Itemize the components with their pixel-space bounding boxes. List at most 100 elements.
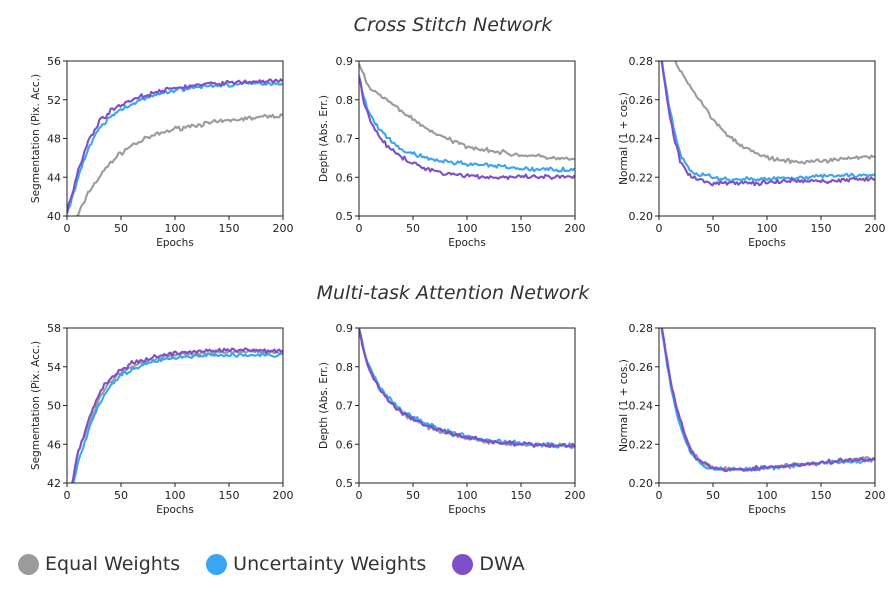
y-tick-label: 0.6 bbox=[336, 171, 354, 184]
y-tick-label: 0.7 bbox=[336, 133, 354, 146]
series-line-uncertainty-weights bbox=[359, 328, 575, 449]
x-tick-label: 150 bbox=[511, 489, 532, 502]
x-tick-label: 0 bbox=[64, 222, 71, 235]
series-line-dwa bbox=[660, 61, 875, 187]
y-tick-label: 54 bbox=[47, 361, 61, 374]
row-title-mtan: Multi-task Attention Network bbox=[317, 282, 591, 304]
series-line-dwa bbox=[660, 328, 875, 473]
x-tick-label: 150 bbox=[219, 489, 240, 502]
x-tick-label: 0 bbox=[356, 489, 363, 502]
series-group bbox=[660, 328, 875, 473]
x-tick-label: 50 bbox=[114, 489, 128, 502]
plot-frame bbox=[658, 60, 876, 217]
series-line-equal-weights bbox=[359, 63, 575, 161]
x-tick-label: 100 bbox=[165, 222, 186, 235]
series-line-dwa bbox=[359, 76, 575, 181]
y-tick-label: 0.24 bbox=[629, 400, 654, 413]
series-line-uncertainty-weights bbox=[67, 80, 283, 215]
y-tick-label: 0.20 bbox=[629, 210, 654, 223]
y-tick-label: 56 bbox=[47, 55, 61, 68]
series-line-equal-weights bbox=[71, 349, 283, 483]
x-tick-label: 100 bbox=[757, 222, 778, 235]
series-line-uncertainty-weights bbox=[359, 74, 575, 173]
legend-swatch-dwa bbox=[452, 553, 474, 575]
x-tick-label: 100 bbox=[457, 489, 478, 502]
plot-frame bbox=[358, 60, 576, 217]
x-tick-label: 200 bbox=[865, 489, 886, 502]
x-tick-label: 100 bbox=[165, 489, 186, 502]
x-axis-label: Epochs bbox=[156, 504, 194, 516]
series-group bbox=[67, 78, 283, 216]
series-line-equal-weights bbox=[75, 113, 283, 216]
x-tick-label: 200 bbox=[865, 222, 886, 235]
x-tick-label: 0 bbox=[656, 222, 663, 235]
legend-swatch-equal-weights bbox=[18, 553, 39, 575]
y-tick-label: 0.6 bbox=[336, 438, 354, 451]
y-tick-label: 0.26 bbox=[629, 361, 654, 374]
legend-item-equal-weights: Equal Weights bbox=[18, 553, 180, 575]
y-tick-label: 0.5 bbox=[336, 210, 354, 223]
x-tick-label: 50 bbox=[114, 222, 128, 235]
y-tick-label: 46 bbox=[47, 438, 61, 451]
figure-canvas: Cross Stitch Network Multi-task Attentio… bbox=[30, 14, 886, 516]
y-tick-label: 42 bbox=[47, 477, 61, 490]
y-tick-label: 40 bbox=[47, 210, 61, 223]
legend: Equal Weights Uncertainty Weights DWA bbox=[18, 553, 551, 575]
y-tick-label: 48 bbox=[47, 133, 61, 146]
y-tick-label: 0.5 bbox=[336, 477, 354, 490]
x-tick-label: 50 bbox=[406, 222, 420, 235]
series-group bbox=[359, 63, 575, 181]
x-tick-label: 100 bbox=[457, 222, 478, 235]
legend-item-uncertainty-weights: Uncertainty Weights bbox=[206, 553, 426, 575]
chart-panel-1: 0 50 100 150 200 40 44 48 52 56 Epochs Segmentation… bbox=[30, 55, 294, 249]
plot-frame bbox=[358, 327, 576, 484]
y-tick-label: 0.7 bbox=[336, 400, 354, 413]
x-axis-label: Epochs bbox=[448, 237, 486, 249]
chart-panel-4: 0 50 100 150 200 42 46 50 54 58 Epochs Segmentation… bbox=[30, 322, 294, 516]
x-tick-label: 150 bbox=[511, 222, 532, 235]
x-tick-label: 200 bbox=[565, 489, 586, 502]
x-tick-label: 0 bbox=[64, 489, 71, 502]
series-line-equal-weights bbox=[674, 61, 875, 165]
series-line-equal-weights bbox=[660, 328, 875, 472]
y-axis-label: Normal (1 + cos.) bbox=[618, 359, 630, 452]
y-axis-label: Normal (1 + cos.) bbox=[618, 92, 630, 185]
series-group bbox=[70, 347, 283, 483]
series-line-equal-weights bbox=[359, 328, 575, 450]
series-group bbox=[660, 61, 875, 187]
y-axis-label: Segmentation (Pix. Acc.) bbox=[30, 341, 42, 470]
legend-swatch-uncertainty-weights bbox=[206, 553, 228, 575]
legend-label-uncertainty-weights: Uncertainty Weights bbox=[233, 553, 427, 575]
y-tick-label: 52 bbox=[47, 94, 61, 107]
x-tick-label: 150 bbox=[219, 222, 240, 235]
x-axis-label: Epochs bbox=[748, 237, 786, 249]
chart-panel-2: 0 50 100 150 200 0.5 0.6 0.7 0.8 0.9 Epochs Depth (… bbox=[318, 55, 586, 249]
y-tick-label: 0.26 bbox=[629, 94, 654, 107]
chart-panel-5: 0 50 100 150 200 0.5 0.6 0.7 0.8 0.9 Epochs Depth (… bbox=[318, 322, 586, 516]
x-tick-label: 150 bbox=[811, 489, 832, 502]
y-tick-label: 0.22 bbox=[629, 171, 654, 184]
y-tick-label: 0.9 bbox=[336, 55, 354, 68]
x-axis-label: Epochs bbox=[448, 504, 486, 516]
y-tick-label: 0.8 bbox=[336, 361, 354, 374]
x-tick-label: 0 bbox=[656, 489, 663, 502]
series-line-uncertainty-weights bbox=[72, 351, 283, 483]
y-tick-label: 0.24 bbox=[629, 133, 654, 146]
legend-item-dwa: DWA bbox=[452, 553, 525, 575]
x-tick-label: 50 bbox=[706, 222, 720, 235]
x-tick-label: 150 bbox=[811, 222, 832, 235]
series-line-dwa bbox=[359, 328, 575, 448]
x-tick-label: 200 bbox=[565, 222, 586, 235]
x-tick-label: 200 bbox=[273, 222, 294, 235]
legend-label-dwa: DWA bbox=[479, 553, 525, 575]
x-tick-label: 200 bbox=[273, 489, 294, 502]
y-tick-label: 0.9 bbox=[336, 322, 354, 335]
x-tick-label: 100 bbox=[757, 489, 778, 502]
y-axis-label: Segmentation (Pix. Acc.) bbox=[30, 74, 42, 203]
x-tick-label: 50 bbox=[406, 489, 420, 502]
y-tick-label: 50 bbox=[47, 400, 61, 413]
y-axis-label: Depth (Abs. Err.) bbox=[318, 95, 330, 182]
x-axis-label: Epochs bbox=[748, 504, 786, 516]
y-tick-label: 0.20 bbox=[629, 477, 654, 490]
y-tick-label: 0.8 bbox=[336, 94, 354, 107]
